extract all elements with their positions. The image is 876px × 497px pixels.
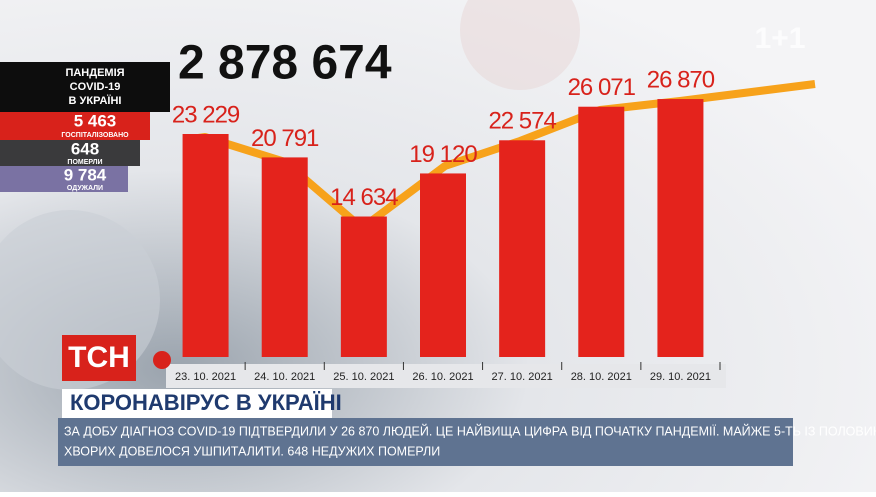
x-tick-label: 29. 10. 2021 xyxy=(650,371,711,383)
bar xyxy=(261,157,308,357)
headline-box xyxy=(62,389,332,418)
recovered-value: 9 784 xyxy=(64,165,107,184)
x-tick-label: 25. 10. 2021 xyxy=(333,371,394,383)
panel-title: В УКРАЇНІ xyxy=(69,94,122,107)
show-logo-box xyxy=(62,335,136,381)
x-tick-label: 27. 10. 2021 xyxy=(492,371,553,383)
deaths-label: ПОМЕРЛИ xyxy=(67,159,102,166)
show-logo: ТСН xyxy=(68,341,130,374)
value-label: 23 229 xyxy=(172,101,240,128)
virus-shape xyxy=(460,0,580,90)
panel-row xyxy=(0,112,150,140)
bar xyxy=(420,173,466,357)
hospitalized-value: 5 463 xyxy=(74,111,117,130)
total-cases: 2 878 674 xyxy=(178,37,392,90)
ticker-line: ЗА ДОБУ ДІАГНОЗ COVID-19 ПІДТВЕРДИЛИ У 2… xyxy=(64,423,876,438)
trend-line xyxy=(184,80,816,232)
value-label: 20 791 xyxy=(251,125,319,152)
panel-row xyxy=(0,140,140,166)
bar xyxy=(499,140,546,357)
x-tick-label: 24. 10. 2021 xyxy=(254,371,315,383)
deaths-value: 648 xyxy=(71,139,99,158)
value-label: 14 634 xyxy=(330,184,398,211)
bar xyxy=(182,134,229,357)
panel-title: COVID-19 xyxy=(70,81,121,93)
bar xyxy=(340,216,387,357)
value-label: 26 870 xyxy=(647,66,715,93)
channel-logo: 1+1 xyxy=(755,22,806,55)
bar xyxy=(657,99,704,357)
headline: КОРОНАВІРУС В УКРАЇНІ xyxy=(70,390,342,415)
panel-row xyxy=(0,166,128,192)
plot: 23 229 23. 10. 2021 20 791 24. 10. 2021 14 6… xyxy=(166,66,726,388)
value-label: 19 120 xyxy=(409,141,477,168)
ticker-box xyxy=(58,418,793,466)
panel-title-box xyxy=(0,62,170,112)
x-tick-label: 26. 10. 2021 xyxy=(412,371,473,383)
bar xyxy=(578,106,625,357)
x-tick-label: 23. 10. 2021 xyxy=(175,371,236,383)
ticker-line: ХВОРИХ ДОВЕЛОСЯ УШПИТАЛИТИ. 648 НЕДУЖИХ … xyxy=(64,444,440,458)
date-strip xyxy=(166,364,726,388)
x-tick-label: 28. 10. 2021 xyxy=(571,371,632,383)
recovered-label: ОДУЖАЛИ xyxy=(67,185,103,192)
panel-title: ПАНДЕМІЯ xyxy=(65,67,124,79)
value-label: 22 574 xyxy=(488,108,556,135)
hospitalized-label: ГОСПІТАЛІЗОВАНО xyxy=(61,132,129,139)
value-label: 26 071 xyxy=(568,74,636,101)
virus-icon xyxy=(153,351,171,369)
